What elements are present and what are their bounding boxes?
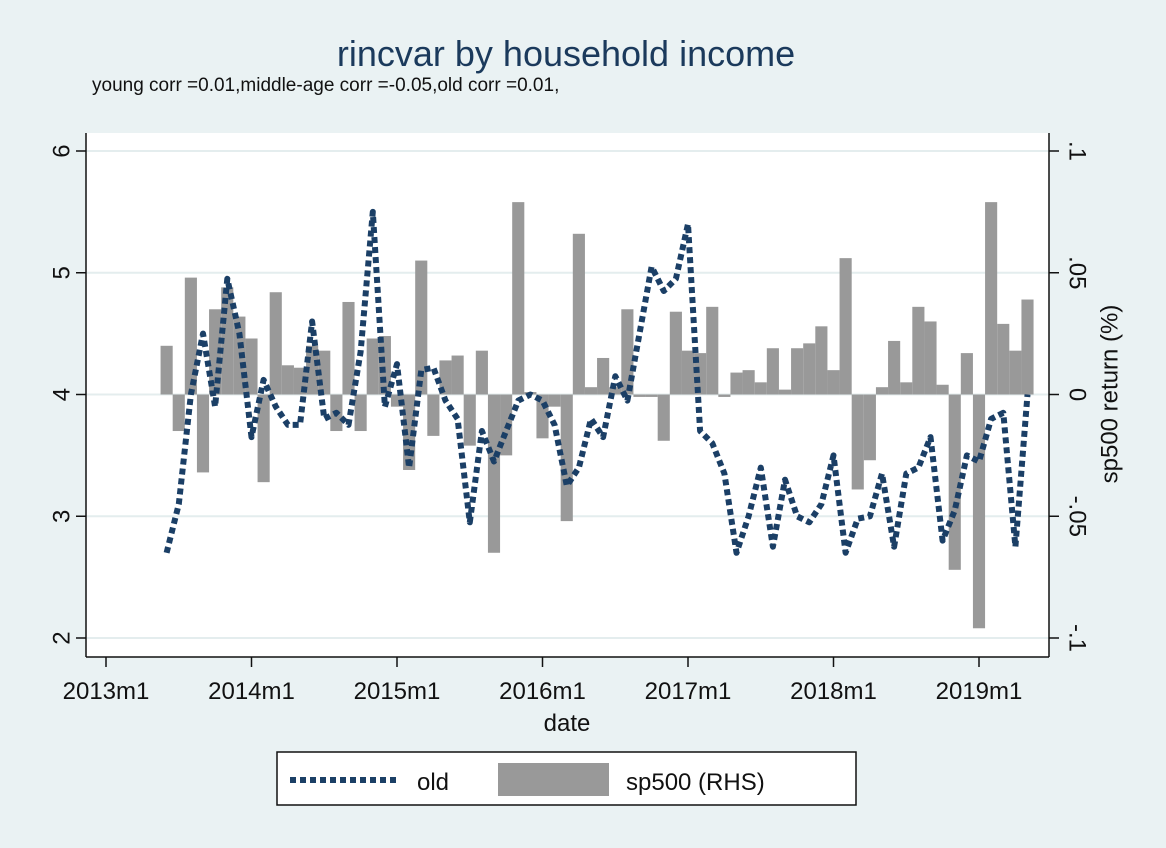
sp500-bar bbox=[281, 365, 294, 395]
sp500-bar bbox=[245, 338, 258, 395]
old-series-line bbox=[163, 208, 1031, 556]
sp500-bar bbox=[888, 340, 901, 395]
sp500-bar bbox=[160, 345, 173, 395]
old-line-layer bbox=[163, 208, 1031, 556]
x-tick-label: 2016m1 bbox=[499, 678, 586, 705]
sp500-bar bbox=[415, 260, 428, 395]
sp500-bar bbox=[669, 311, 682, 395]
sp500-bar bbox=[512, 202, 525, 395]
sp500-bar bbox=[633, 394, 646, 397]
sp500-bar bbox=[657, 394, 670, 441]
sp500-bar bbox=[936, 384, 949, 395]
sp500-bar bbox=[427, 394, 440, 436]
x-tick-label: 2019m1 bbox=[936, 678, 1023, 705]
y-right-tick-label: .1 bbox=[1064, 141, 1091, 161]
sp500-bar bbox=[706, 306, 719, 395]
sp500-bar bbox=[609, 387, 622, 395]
sp500-bar bbox=[342, 301, 355, 395]
sp500-bar bbox=[487, 394, 501, 553]
sp500-bar bbox=[354, 394, 367, 432]
sp500-bar bbox=[694, 353, 707, 395]
sp500-bar bbox=[912, 306, 925, 395]
sp500-bar bbox=[184, 277, 197, 395]
sp500-bars bbox=[160, 202, 1034, 629]
y-right-tick-label: -.05 bbox=[1064, 496, 1091, 537]
sp500-bar bbox=[621, 309, 634, 395]
x-tick-label: 2015m1 bbox=[354, 678, 441, 705]
sp500-bar bbox=[439, 360, 452, 395]
sp500-bar bbox=[985, 202, 998, 395]
sp500-bar bbox=[572, 233, 585, 395]
sp500-bar bbox=[754, 382, 767, 395]
sp500-bar bbox=[900, 382, 913, 395]
sp500-bar bbox=[548, 394, 561, 407]
sp500-bar bbox=[791, 348, 804, 395]
sp500-bar bbox=[766, 348, 779, 395]
y-right-tick-label: -.1 bbox=[1064, 624, 1091, 652]
y-right-tick-label: .05 bbox=[1064, 256, 1091, 289]
axes: 2 3 4 5 6 -.1 -.05 0 .05 .1 sp500 return (%) 2013m1… bbox=[49, 133, 1124, 737]
sp500-bar bbox=[718, 394, 731, 397]
sp500-bar bbox=[851, 394, 864, 490]
sp500-bar bbox=[463, 394, 476, 446]
y-left-tick-label: 3 bbox=[49, 510, 76, 523]
sp500-bar bbox=[839, 258, 852, 395]
sp500-bar bbox=[584, 387, 598, 395]
x-tick-label: 2014m1 bbox=[208, 678, 295, 705]
sp500-bar bbox=[560, 394, 573, 522]
sp500-bar bbox=[366, 338, 379, 395]
sp500-bar bbox=[827, 370, 840, 395]
sp500-bar bbox=[863, 394, 876, 461]
sp500-bar bbox=[475, 350, 488, 395]
sp500-bar bbox=[875, 387, 889, 395]
sp500-bar bbox=[597, 357, 610, 395]
sp500-bar bbox=[269, 292, 282, 395]
sp500-bar bbox=[681, 350, 695, 395]
sp500-bar bbox=[972, 394, 986, 629]
sp500-bar bbox=[960, 353, 973, 395]
legend-sp500-swatch bbox=[498, 763, 609, 796]
x-tick-label: 2013m1 bbox=[63, 678, 150, 705]
y-right-axis-title: sp500 return (%) bbox=[1097, 305, 1124, 484]
sp500-bar bbox=[815, 326, 828, 395]
sp500-bar bbox=[742, 370, 755, 395]
sp500-bar bbox=[645, 394, 658, 397]
legend: old sp500 (RHS) bbox=[276, 751, 857, 806]
chart-title: rincvar by household income bbox=[337, 33, 795, 74]
x-tick-label: 2018m1 bbox=[790, 678, 877, 705]
legend-old-label: old bbox=[417, 769, 449, 796]
x-tick-label: 2017m1 bbox=[645, 678, 732, 705]
sp500-bar bbox=[257, 394, 270, 483]
sp500-bar bbox=[1021, 299, 1034, 395]
chart-subtitle: young corr =0.01,middle-age corr =-0.05,… bbox=[92, 75, 559, 96]
y-right-tick-label: 0 bbox=[1064, 388, 1091, 401]
x-axis-title: date bbox=[544, 710, 591, 737]
sp500-bar bbox=[1009, 350, 1022, 395]
sp500-bar bbox=[803, 343, 816, 395]
sp500-bar bbox=[221, 287, 234, 395]
sp500-bar bbox=[196, 394, 210, 473]
y-left-tick-label: 5 bbox=[49, 266, 76, 279]
sp500-bar bbox=[924, 321, 937, 395]
sp500-bar bbox=[730, 372, 743, 395]
sp500-bar bbox=[451, 355, 464, 395]
sp500-bar bbox=[997, 323, 1010, 395]
y-left-tick-label: 4 bbox=[49, 388, 76, 401]
y-left-tick-label: 6 bbox=[49, 144, 76, 157]
sp500-bar bbox=[778, 389, 792, 395]
sp500-bar bbox=[948, 394, 961, 570]
sp500-bar bbox=[172, 394, 185, 432]
legend-sp500-label: sp500 (RHS) bbox=[626, 769, 765, 796]
y-left-tick-label: 2 bbox=[49, 631, 76, 644]
